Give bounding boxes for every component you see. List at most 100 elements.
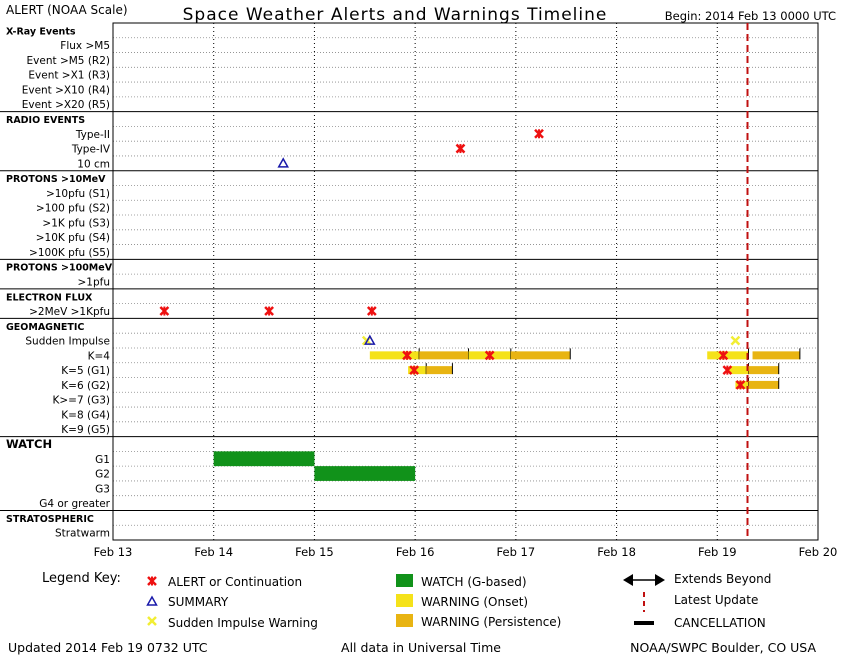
legend-summary-icon	[146, 595, 158, 606]
cancellation-icon	[634, 621, 654, 625]
warning-persist-bar	[419, 351, 469, 360]
grid-layer	[0, 22, 819, 541]
row-label-g2: G2	[95, 469, 110, 481]
x-tick-label: Feb 17	[497, 545, 536, 559]
legend: Legend Key: ALERT or Continuation SUMMAR…	[42, 571, 771, 630]
plot-frame	[112, 22, 819, 541]
row-label-1pfu: >1pfu	[78, 277, 111, 289]
row-label-1k-pfu-s3: >1K pfu (S3)	[42, 217, 110, 229]
row-label-stratwarm: Stratwarm	[55, 528, 110, 540]
x-tick-label: Feb 18	[597, 545, 636, 559]
x-tick-label: Feb 13	[94, 545, 133, 559]
warning-persist-bar	[748, 366, 779, 375]
begin-label: Begin: 2014 Feb 13 0000 UTC	[665, 9, 836, 23]
sudden-impulse-marker	[730, 335, 741, 346]
legend-warn-onset-label: WARNING (Onset)	[421, 595, 528, 609]
row-label-flux-m5: Flux >M5	[60, 40, 110, 52]
legend-alert-icon	[147, 576, 157, 586]
row-label-sudden-impulse: Sudden Impulse	[25, 336, 110, 348]
row-label-event-m5-r2: Event >M5 (R2)	[27, 55, 110, 67]
row-label-k-5-g1: K=5 (G1)	[61, 365, 110, 377]
chart-title: Space Weather Alerts and Warnings Timeli…	[183, 5, 608, 25]
row-label-k-8-g4: K=8 (G4)	[61, 409, 110, 421]
row-label-10pfu-s1: >10pfu (S1)	[46, 188, 110, 200]
warning-persist-bar	[748, 380, 779, 389]
x-tick-label: Feb 15	[295, 545, 334, 559]
legend-warn-onset-swatch	[396, 594, 413, 607]
row-label-event-x1-r3: Event >X1 (R3)	[28, 70, 110, 82]
legend-warn-persist-label: WARNING (Persistence)	[421, 615, 561, 629]
legend-watch-swatch	[396, 574, 413, 587]
row-label-g3: G3	[95, 483, 110, 495]
alert-marker	[402, 350, 412, 361]
alert-marker	[409, 365, 420, 376]
row-label-g1: G1	[95, 454, 110, 466]
updated-label: Updated 2014 Feb 19 0732 UTC	[8, 640, 208, 655]
row-label-k-6-g2: K=6 (G2)	[61, 380, 110, 392]
legend-sudden-icon	[147, 616, 157, 626]
alert-marker	[264, 306, 274, 316]
warning-persist-bar	[426, 366, 453, 375]
legend-title: Legend Key:	[42, 571, 121, 586]
row-label-event-x20-r5: Event >X20 (R5)	[22, 99, 110, 111]
row-label-protons-100mev: PROTONS >100MeV	[6, 263, 113, 274]
watch-bar	[314, 466, 416, 481]
row-label-10-cm: 10 cm	[77, 158, 110, 170]
row-label-geomagnetic: GEOMAGNETIC	[6, 322, 84, 333]
row-label-g4-or-greater: G4 or greater	[39, 498, 110, 510]
alert-marker	[159, 306, 170, 316]
row-label-k-7-g3: K>=7 (G3)	[52, 395, 110, 407]
row-label-type-ii: Type-II	[75, 129, 110, 141]
warning-onset-bar	[408, 366, 427, 375]
legend-alert-label: ALERT or Continuation	[168, 575, 302, 589]
alert-marker	[534, 128, 544, 139]
credit-label: NOAA/SWPC Boulder, CO USA	[630, 640, 816, 655]
row-label-k-4: K=4	[88, 350, 111, 362]
legend-summary-label: SUMMARY	[168, 595, 229, 609]
summary-marker	[364, 334, 376, 345]
watch-bar	[213, 451, 315, 467]
x-tick-label: Feb 14	[194, 545, 233, 559]
legend-cancel-label: CANCELLATION	[674, 616, 766, 630]
row-label-stratospheric: STRATOSPHERIC	[6, 514, 94, 525]
legend-extends-label: Extends Beyond	[674, 572, 771, 586]
warning-persist-bar	[752, 351, 800, 360]
row-label-electron-flux: ELECTRON FLUX	[6, 292, 93, 303]
row-label-2mev-1kpfu: >2MeV >1Kpfu	[29, 306, 110, 318]
legend-watch-label: WATCH (G-based)	[421, 575, 527, 589]
warning-onset-bar	[369, 351, 420, 360]
x-tick-label: Feb 19	[698, 545, 737, 559]
alert-marker	[718, 350, 729, 361]
row-label-k-9-g5: K=9 (G5)	[61, 424, 110, 436]
x-tick-label: Feb 20	[799, 545, 838, 559]
legend-latest-label: Latest Update	[674, 593, 758, 607]
row-label-watch: WATCH	[6, 437, 52, 451]
warning-onset-bar	[729, 366, 749, 375]
x-tick-label: Feb 16	[396, 545, 435, 559]
row-label-10k-pfu-s4: >10K pfu (S4)	[36, 232, 110, 244]
row-label-event-x10-r4: Event >X10 (R4)	[22, 84, 110, 96]
extends-beyond-icon	[623, 574, 665, 586]
universal-time-note: All data in Universal Time	[341, 640, 501, 655]
warning-onset-bar	[707, 351, 749, 360]
summary-marker	[277, 157, 289, 168]
row-label-x-ray-events: X-Ray Events	[6, 26, 76, 37]
rows-layer: X-Ray Events Flux >M5 Event >M5 (R2) Event …	[6, 26, 113, 539]
row-label-protons-10mev: PROTONS >10MeV	[6, 174, 106, 185]
warning-persist-bar	[510, 351, 571, 360]
alert-marker	[722, 365, 733, 376]
row-label-100k-pfu-s5: >100K pfu (S5)	[29, 247, 110, 259]
x-axis: Feb 13 Feb 14 Feb 15 Feb 16 Feb 17 Feb 18 Feb …	[94, 545, 838, 559]
row-label-type-iv: Type-IV	[71, 144, 111, 156]
alert-marker	[484, 350, 495, 361]
alert-marker	[366, 306, 377, 316]
alert-scale-label: ALERT (NOAA Scale)	[6, 3, 128, 17]
alert-marker	[455, 143, 466, 154]
legend-warn-persist-swatch	[396, 614, 413, 627]
marks-layer	[159, 23, 801, 540]
alert-marker	[735, 380, 746, 390]
row-label-100-pfu-s2: >100 pfu (S2)	[36, 203, 110, 215]
legend-sudden-label: Sudden Impulse Warning	[168, 616, 318, 630]
row-label-radio-events: RADIO EVENTS	[6, 115, 85, 126]
